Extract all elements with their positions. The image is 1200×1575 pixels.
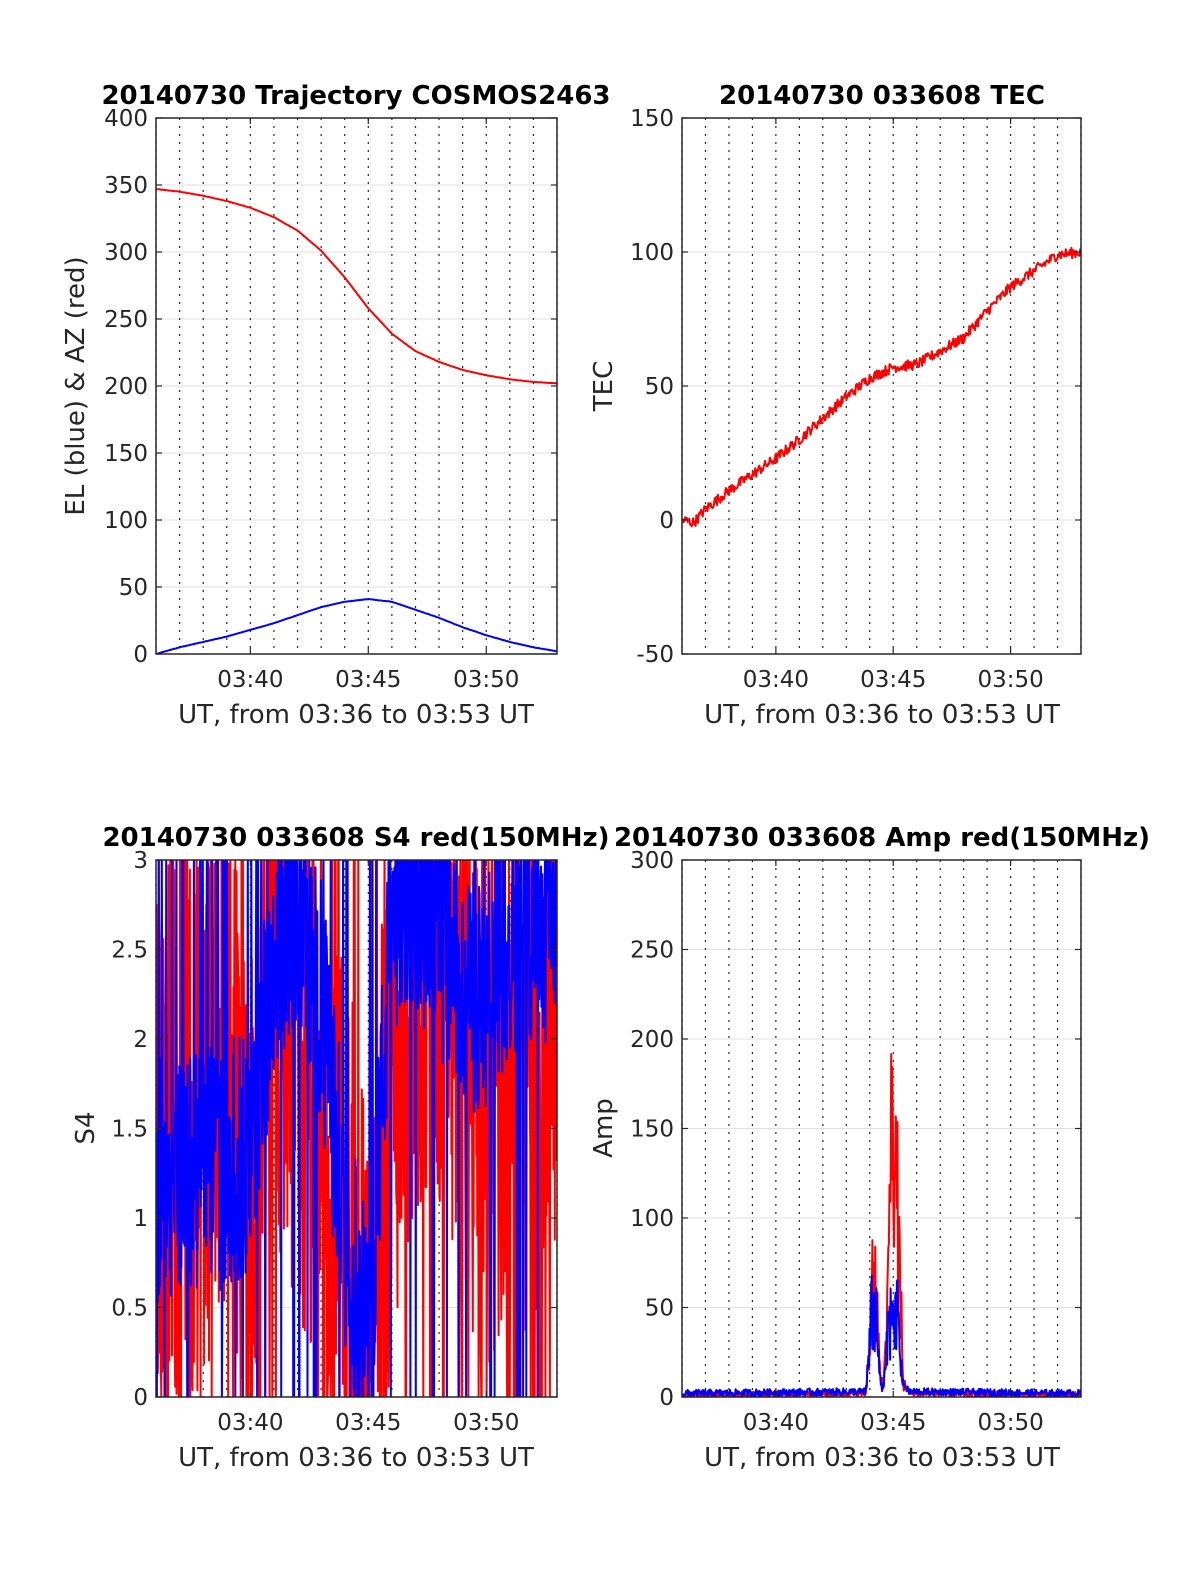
panel-amp-ytick-label: 250 [630,938,674,964]
panel-tec-title: 20140730 033608 TEC [719,81,1045,111]
panel-trajectory-ytick-label: 50 [119,575,148,601]
panel-s4-xtick-label: 03:45 [335,1410,401,1436]
panel-s4-ylabel: S4 [71,1111,101,1144]
panel-tec-xlabel: UT, from 03:36 to 03:53 UT [704,700,1060,730]
panel-amp-title: 20140730 033608 Amp red(150MHz) [614,823,1150,853]
panel-s4-ytick-label: 0 [133,1385,148,1411]
panel-trajectory-series-red-line [156,188,557,385]
panel-amp-ytick-label: 0 [659,1385,674,1411]
panel-tec-ytick-label: 150 [630,106,674,132]
panel-tec-xtick-label: 03:40 [743,667,809,693]
panel-trajectory-ytick-label: 400 [104,106,148,132]
panel-amp-xtick-label: 03:40 [743,1410,809,1436]
panel-tec-ytick-label: -50 [636,642,674,668]
panel-s4-ytick-label: 0.5 [111,1296,148,1322]
panel-trajectory-ytick-label: 350 [104,173,148,199]
panel-s4-ytick-label: 1.5 [111,1117,148,1143]
panel-amp-ylabel: Amp [589,1098,619,1158]
panel-trajectory-ylabel: EL (blue) & AZ (red) [61,256,91,515]
panel-amp: 20140730 033608 Amp red(150MHz) 0 50 100 15… [589,823,1150,1473]
panel-s4-ytick-label: 2.5 [111,938,148,964]
panel-tec-series-red-line [682,246,1081,528]
panel-trajectory-ytick-label: 250 [104,307,148,333]
panel-s4-xtick-label: 03:40 [217,1410,283,1436]
panel-amp-ytick-label: 100 [630,1206,674,1232]
panel-s4-xlabel: UT, from 03:36 to 03:53 UT [178,1443,534,1473]
panel-amp-series-blue-line [682,1274,1081,1397]
panel-s4-xtick-label: 03:50 [453,1410,519,1436]
panel-trajectory-ytick-label: 300 [104,240,148,266]
panel-trajectory-ytick-label: 150 [104,441,148,467]
panel-s4-ytick-label: 1 [133,1206,148,1232]
panel-trajectory-ytick-label: 0 [133,642,148,668]
panel-tec-ytick-label: 0 [659,508,674,534]
panel-trajectory-xtick-label: 03:50 [453,667,519,693]
panel-trajectory-xlabel: UT, from 03:36 to 03:53 UT [178,700,534,730]
panel-amp-xtick-label: 03:50 [977,1410,1043,1436]
panel-tec: 20140730 033608 TEC -50 0 50 100 150 03:40 03:… [589,81,1082,730]
panel-trajectory-xtick-label: 03:45 [335,667,401,693]
panel-s4-series-blue-line [156,860,557,1397]
panel-tec-ytick-label: 50 [645,374,674,400]
panel-trajectory-ytick-label: 200 [104,374,148,400]
panel-amp-ytick-label: 200 [630,1027,674,1053]
panel-tec-ytick-label: 100 [630,240,674,266]
panel-s4-ytick-label: 3 [133,848,148,874]
panel-tec-xtick-label: 03:45 [860,667,926,693]
panel-amp-series-red-line [682,1053,1081,1397]
panel-amp-ytick-label: 50 [645,1296,674,1322]
panel-trajectory-xtick-label: 03:40 [217,667,283,693]
panel-tec-xtick-label: 03:50 [977,667,1043,693]
panel-s4: 20140730 033608 S4 red(150MHz) 0 0.5 1 1.5 2… [71,823,610,1473]
panel-trajectory: 20140730 Trajectory COSMOS2463 0 50 100 150… [61,81,611,730]
panel-tec-ylabel: TEC [589,361,619,412]
panel-amp-ytick-label: 300 [630,848,674,874]
panel-s4-title: 20140730 033608 S4 red(150MHz) [102,823,609,853]
panel-trajectory-series-blue-line [156,598,557,654]
panel-trajectory-title: 20140730 Trajectory COSMOS2463 [101,81,610,111]
panel-amp-ytick-label: 150 [630,1117,674,1143]
panel-s4-ytick-label: 2 [133,1027,148,1053]
panel-trajectory-ytick-label: 100 [104,508,148,534]
panel-amp-xlabel: UT, from 03:36 to 03:53 UT [704,1443,1060,1473]
panel-amp-xtick-label: 03:45 [860,1410,926,1436]
